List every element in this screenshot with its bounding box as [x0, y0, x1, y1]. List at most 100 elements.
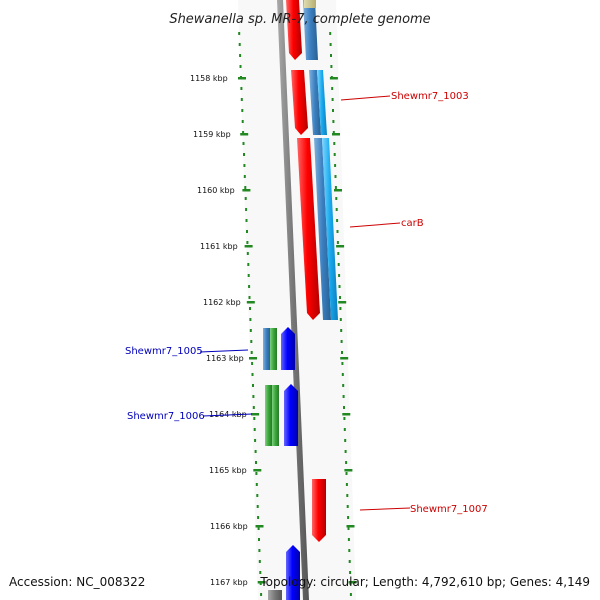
guide-dot [256, 494, 259, 497]
guide-dot [333, 153, 336, 156]
feature-bar [268, 590, 282, 600]
guide-dot [247, 274, 250, 277]
guide-dot [341, 373, 344, 376]
guide-dot [347, 538, 350, 541]
feature-bar [265, 385, 272, 446]
guide-dot [247, 263, 250, 266]
gene-label-shewmr7-1003[interactable]: Shewmr7_1003 [391, 91, 469, 102]
major-tick [332, 133, 340, 136]
guide-dot [336, 219, 339, 222]
guide-dot [342, 395, 345, 398]
guide-dot [344, 439, 347, 442]
guide-dot [330, 54, 332, 57]
feature-bar [314, 138, 331, 320]
major-tick [242, 189, 251, 192]
guide-dot [338, 285, 341, 288]
guide-dot [345, 461, 348, 464]
major-tick [246, 301, 255, 304]
guide-dot [239, 54, 242, 57]
major-tick [338, 301, 347, 304]
guide-dot [339, 318, 342, 321]
major-tick [329, 77, 338, 80]
connector-line [202, 413, 253, 417]
tick-label: 1160 kbp [197, 186, 235, 195]
guide-dot [246, 230, 248, 233]
gene-label-shewmr7-1007[interactable]: Shewmr7_1007 [410, 504, 488, 515]
major-tick [348, 581, 357, 584]
gene-label-shewmr7-1005[interactable]: Shewmr7_1005 [125, 346, 203, 357]
guide-dot [248, 296, 251, 299]
guide-dot [348, 560, 351, 563]
guide-dot [257, 516, 260, 519]
feature-bar [263, 328, 270, 370]
major-tick [249, 357, 257, 360]
guide-dot [349, 593, 352, 596]
major-tick [240, 133, 249, 136]
guide-dot [255, 472, 258, 475]
gene-arrow [291, 70, 308, 135]
guide-dot [242, 142, 245, 145]
guide-dot [258, 560, 261, 563]
feature-bar [322, 138, 338, 320]
guide-dot [251, 373, 254, 376]
guide-dot [246, 252, 249, 255]
guide-dot [239, 65, 242, 68]
guide-dot [240, 87, 243, 90]
guide-dot [245, 208, 248, 211]
guide-dot [332, 131, 335, 134]
connector-line [359, 507, 411, 511]
guide-dot [337, 263, 340, 266]
guide-dot [333, 142, 336, 145]
guide-dot [330, 65, 333, 68]
guide-dot [242, 131, 245, 134]
guide-dot [332, 120, 335, 123]
guide-dot [341, 362, 344, 365]
guide-dot [249, 329, 252, 332]
guide-dot [336, 230, 339, 233]
tick-guides [238, 32, 352, 596]
gene-label-shewmr7-1006[interactable]: Shewmr7_1006 [127, 411, 205, 422]
guide-dot [260, 593, 263, 596]
guide-dot [338, 274, 341, 277]
genome-summary-text: Topology: circular; Length: 4,792,610 bp… [259, 575, 590, 589]
guide-dot [343, 406, 345, 409]
guide-dot [245, 219, 248, 222]
guide-dot [244, 186, 247, 189]
guide-dot [342, 384, 345, 387]
major-tick [342, 413, 351, 416]
guide-dot [335, 208, 338, 211]
guide-dot [258, 538, 260, 541]
guide-dot [334, 175, 337, 178]
guide-dot [334, 186, 337, 189]
gene-arrow [312, 479, 326, 542]
guide-dot [250, 340, 253, 343]
connector-line [199, 349, 249, 353]
tick-label: 1163 kbp [206, 354, 244, 363]
guide-dot [243, 175, 246, 178]
feature-bar [270, 328, 277, 370]
gene-labels: Shewmr7_1003 carB Shewmr7_1005 Shewmr7_1… [125, 91, 488, 515]
tick-label: 1159 kbp [193, 130, 231, 139]
guide-dot [344, 450, 347, 453]
accession-text: Accession: NC_008322 [9, 575, 145, 589]
guide-dot [238, 32, 241, 35]
guide-dot [329, 32, 332, 35]
guide-dot [334, 164, 337, 167]
reverse-features [263, 328, 279, 446]
guide-dot [259, 571, 262, 574]
guide-dot [346, 505, 349, 508]
feature-bar [317, 70, 327, 135]
major-tick [257, 581, 266, 584]
guide-dot [250, 351, 253, 354]
guide-dot [346, 494, 349, 497]
tick-label: 1161 kbp [200, 242, 238, 251]
guide-dot [241, 120, 244, 123]
guide-dot [339, 296, 341, 299]
guide-dot [343, 428, 346, 431]
guide-dot [243, 153, 245, 156]
guide-dot [332, 109, 334, 112]
gene-label-carb[interactable]: carB [401, 218, 424, 229]
genome-backbone [277, 0, 309, 600]
feature-bar [272, 385, 279, 446]
guide-dot [329, 43, 332, 46]
